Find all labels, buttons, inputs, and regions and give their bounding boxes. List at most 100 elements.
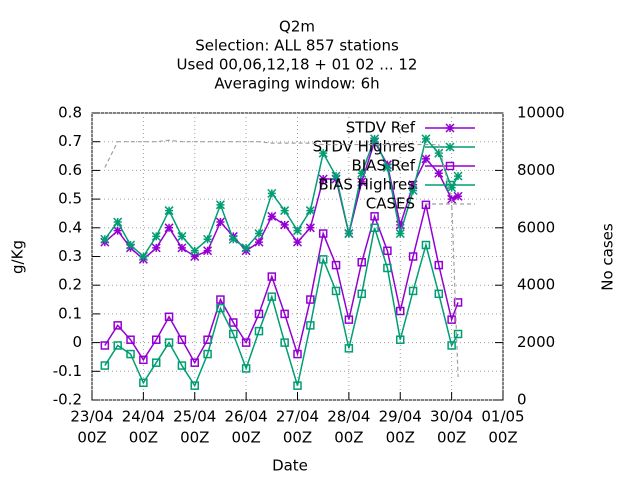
data-point <box>100 234 110 244</box>
data-point <box>293 349 302 359</box>
data-point <box>164 223 174 233</box>
series-line <box>104 139 459 378</box>
data-point <box>215 217 225 227</box>
data-point <box>344 229 354 239</box>
y-tick-label: 0.5 <box>58 190 82 208</box>
data-point <box>280 220 290 230</box>
data-point <box>421 200 431 210</box>
data-point <box>228 234 238 244</box>
data-point <box>280 206 290 216</box>
data-point <box>305 206 315 216</box>
x-tick-label: 01/05 <box>481 408 524 426</box>
data-point <box>318 174 328 184</box>
data-point <box>203 246 213 256</box>
data-point <box>177 231 187 241</box>
x-tick-label: 00Z <box>77 429 106 447</box>
y-tick-label: -0.2 <box>53 391 82 409</box>
data-point <box>370 134 380 144</box>
data-point <box>229 318 238 327</box>
data-point <box>396 306 405 316</box>
x-tick-label: 00Z <box>437 429 466 447</box>
data-point <box>357 257 366 267</box>
data-point <box>280 338 289 347</box>
x-tick-label: 29/04 <box>379 408 422 426</box>
data-point <box>453 298 463 307</box>
data-point <box>344 344 354 353</box>
legend-marker <box>445 142 455 152</box>
data-point <box>113 217 123 227</box>
legend-label: CASES <box>366 195 415 213</box>
data-point <box>151 358 161 367</box>
data-point <box>126 349 135 359</box>
data-point <box>229 329 238 339</box>
data-point <box>408 185 418 196</box>
data-point <box>408 180 418 190</box>
x-tick-label: 25/04 <box>173 408 216 426</box>
x-tick-label: 00Z <box>129 429 158 447</box>
data-point <box>267 211 277 221</box>
data-point <box>139 378 148 388</box>
data-point <box>357 168 367 178</box>
data-point <box>254 229 264 239</box>
y-tick-label: 0.8 <box>58 104 82 122</box>
series-line <box>104 227 459 388</box>
data-point <box>421 240 431 250</box>
y-tick-label: -0.1 <box>53 362 82 380</box>
data-point <box>113 341 122 350</box>
y-tick-label: 0.3 <box>58 247 82 265</box>
data-point <box>126 335 135 344</box>
x-tick-label: 00Z <box>488 429 517 447</box>
y2-tick-label: 2000 <box>517 333 555 351</box>
data-point <box>254 326 264 336</box>
data-point <box>434 168 444 178</box>
data-point <box>241 243 251 253</box>
y-tick-label: 0.6 <box>58 161 82 179</box>
y2-tick-label: 10000 <box>517 104 565 122</box>
data-point <box>434 260 444 270</box>
data-point <box>113 321 122 330</box>
y-tick-label: 0 <box>72 333 82 351</box>
data-point <box>190 246 200 256</box>
data-point <box>190 358 199 367</box>
y-tick-label: 0.4 <box>58 218 82 236</box>
data-point <box>447 315 456 324</box>
data-point <box>100 341 110 350</box>
data-point <box>216 295 225 304</box>
data-point <box>318 148 328 158</box>
data-point <box>216 303 225 313</box>
legend-label: BIAS Highres <box>318 176 415 194</box>
legend-label: BIAS Ref <box>351 157 415 175</box>
data-point <box>126 240 136 250</box>
data-point <box>447 341 456 350</box>
data-point <box>434 289 444 299</box>
data-point <box>453 329 463 339</box>
data-point <box>280 309 289 319</box>
data-point <box>318 255 328 264</box>
data-point <box>453 191 463 201</box>
y-tick-label: 0.2 <box>58 276 82 294</box>
chart-title: Averaging window: 6h <box>214 75 379 93</box>
x-tick-label: 26/04 <box>225 408 268 426</box>
data-point <box>164 312 174 322</box>
data-point <box>190 381 199 390</box>
data-point <box>306 295 315 304</box>
x-tick-label: 00Z <box>386 429 415 447</box>
data-point <box>139 355 148 365</box>
data-point <box>357 177 367 187</box>
data-point <box>453 171 463 181</box>
legend-marker <box>445 180 455 190</box>
data-point <box>267 292 277 301</box>
y-axis-label: g/Kg <box>9 240 27 274</box>
data-point <box>421 154 431 164</box>
data-point <box>241 364 251 373</box>
data-point <box>383 263 392 273</box>
data-point <box>177 361 187 370</box>
data-point <box>292 226 303 236</box>
data-point <box>203 234 213 244</box>
x-axis-label: Date <box>272 457 308 475</box>
data-point <box>344 315 354 324</box>
data-point <box>383 246 392 256</box>
legend-marker <box>445 123 455 133</box>
data-point <box>408 286 418 296</box>
data-point <box>164 206 174 216</box>
